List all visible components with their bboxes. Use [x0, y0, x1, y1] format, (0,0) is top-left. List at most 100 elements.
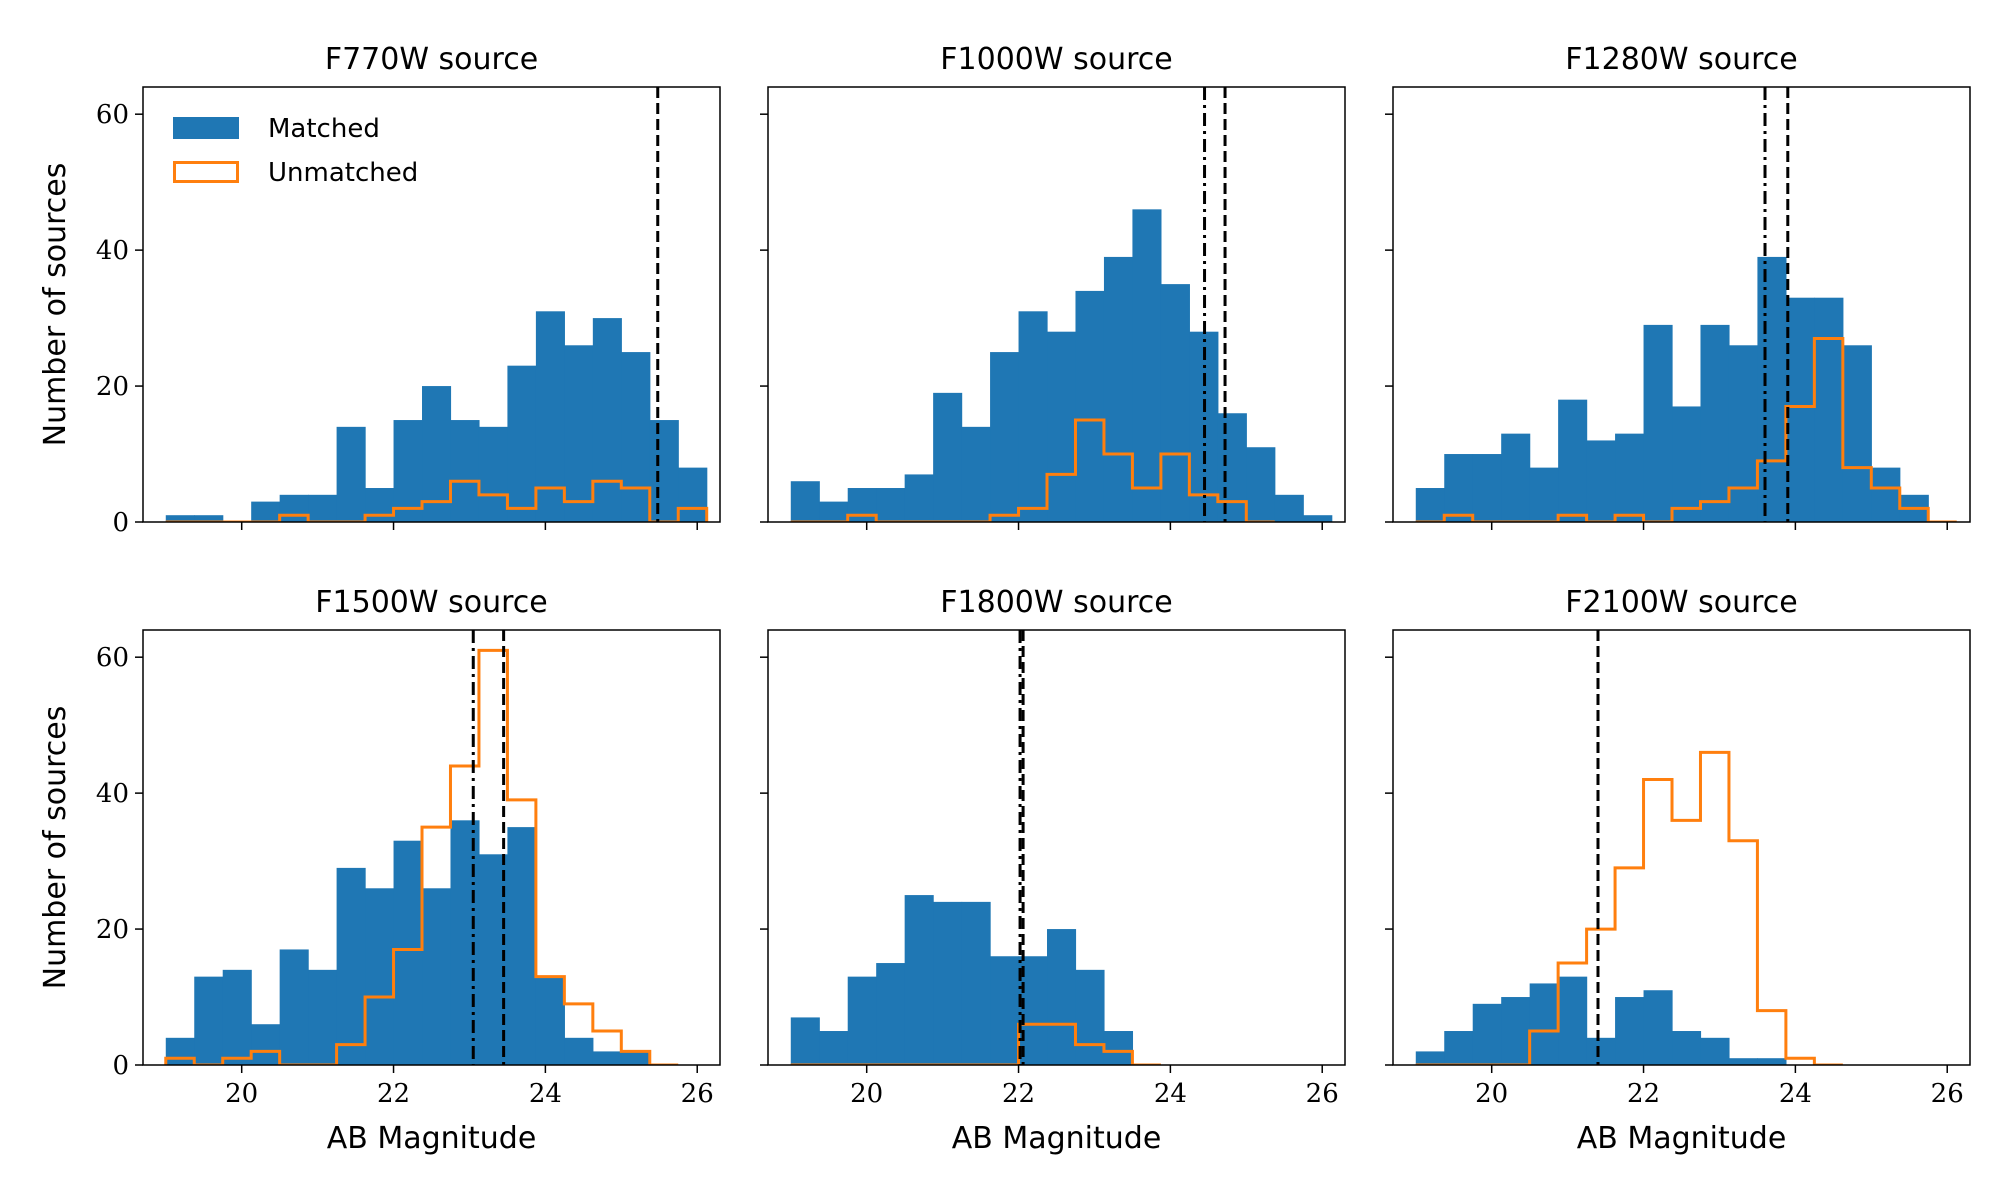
axes-frame: [142, 629, 721, 1066]
matched-bar: [1103, 1031, 1134, 1065]
matched-bar: [592, 318, 622, 522]
x-axis-label: AB Magnitude: [1577, 1121, 1787, 1156]
x-tick-label: 26: [1306, 1079, 1339, 1109]
matched-bar: [308, 969, 338, 1065]
unmatched-step-line: [165, 479, 709, 522]
x-tick-label: 22: [1002, 1079, 1035, 1109]
matched-bar: [279, 494, 309, 522]
matched-bar: [1586, 1037, 1616, 1065]
legend: Matched Unmatched: [173, 114, 418, 188]
matched-bar: [592, 1051, 622, 1065]
matched-bar: [819, 1031, 849, 1065]
matched-bar: [1444, 1031, 1474, 1065]
matched-bar: [393, 840, 423, 1065]
matched-bar: [365, 488, 395, 522]
axes-frame: [1392, 629, 1971, 1066]
matched-bar: [790, 1017, 820, 1065]
y-axis-label: Number of sources: [38, 706, 73, 990]
matched-bar: [1444, 454, 1474, 522]
x-axis-label: AB Magnitude: [327, 1121, 537, 1156]
matched-bar: [1075, 969, 1105, 1065]
x-tick-label: 26: [1931, 1079, 1964, 1109]
axes-frame: [767, 86, 1346, 523]
matched-bar: [1047, 929, 1077, 1065]
matched-bar: [365, 888, 395, 1065]
y-tick-label: 40: [96, 779, 129, 809]
x-tick-label: 24: [1154, 1079, 1187, 1109]
panel-2: F1000W source: [760, 42, 1346, 530]
matched-bar: [1672, 1031, 1702, 1065]
matched-bar: [478, 426, 509, 522]
plot-area: [1415, 87, 1957, 522]
matched-bar: [1700, 324, 1730, 522]
unmatched-step-line: [1415, 336, 1957, 522]
matched-bar: [1274, 494, 1304, 522]
y-tick-label: 60: [96, 643, 129, 673]
panel-1: 0 20 40 60 F770W source Number of sources Matc…: [38, 42, 721, 538]
x-tick-label: 20: [850, 1079, 883, 1109]
matched-bar: [165, 515, 195, 522]
unmatched-step-line: [790, 1022, 1161, 1065]
panel-4: 0 20 40 60 20 22 24 26 F1500W source AB Magnitude…: [38, 585, 721, 1156]
matched-bar: [251, 1024, 281, 1065]
matched-bar: [422, 386, 452, 522]
panel-title: F1000W source: [940, 42, 1172, 77]
matched-bar: [1615, 997, 1645, 1065]
matched-bar: [847, 488, 877, 522]
matched-bar: [507, 827, 537, 1065]
panel-5: 20 22 24 26 F1800W source AB Magnitude: [760, 585, 1346, 1156]
matched-bar: [308, 494, 338, 522]
plot-area: [790, 87, 1333, 522]
matched-bar: [1501, 433, 1531, 522]
matched-bar: [422, 888, 452, 1065]
x-tick-label: 20: [225, 1079, 258, 1109]
matched-bar: [1103, 256, 1134, 522]
legend-matched-swatch: [173, 117, 239, 139]
matched-bar: [904, 474, 934, 522]
matched-bar: [336, 426, 366, 522]
axes-frame: [767, 629, 1346, 1066]
unmatched-step-line: [1415, 750, 1843, 1065]
matched-bar: [961, 901, 991, 1065]
matched-bar: [336, 867, 366, 1065]
matched-bar: [194, 515, 224, 522]
matched-bar: [222, 969, 252, 1065]
matched-bar: [1217, 413, 1247, 522]
y-tick-label: 40: [96, 236, 129, 266]
matched-bar: [194, 976, 224, 1065]
matched-bar: [1586, 440, 1616, 522]
matched-bar: [1615, 433, 1645, 522]
matched-bar: [1643, 990, 1673, 1065]
matched-bar: [1246, 447, 1276, 522]
matched-bar: [1018, 311, 1048, 522]
unmatched-step-line: [164, 648, 679, 1065]
matched-bar: [1132, 209, 1162, 522]
legend-unmatched-label: Unmatched: [268, 158, 418, 188]
matched-bar: [990, 956, 1020, 1065]
matched-bar: [1303, 515, 1333, 522]
y-tick-label: 0: [112, 508, 129, 538]
matched-bar: [1472, 1003, 1502, 1065]
matched-bar: [1415, 488, 1445, 522]
matched-bar: [1785, 297, 1815, 522]
matched-bar: [1842, 345, 1872, 522]
matched-bar: [1075, 290, 1105, 522]
matched-bar: [279, 949, 309, 1065]
matched-bar: [1160, 284, 1190, 522]
matched-bar: [1728, 1058, 1759, 1065]
legend-matched-label: Matched: [268, 114, 380, 144]
matched-bar: [649, 420, 679, 522]
panel-title: F1800W source: [940, 585, 1172, 620]
plot-area: [1415, 630, 1843, 1065]
matched-bar: [1757, 1058, 1787, 1065]
matched-bar: [450, 420, 480, 522]
matched-bar: [535, 976, 565, 1065]
matched-bar: [1501, 997, 1531, 1065]
y-tick-label: 0: [112, 1051, 129, 1081]
unmatched-step-line: [790, 418, 1275, 522]
matched-bar: [1814, 297, 1844, 522]
matched-bar: [165, 1037, 195, 1065]
matched-bar: [933, 901, 963, 1065]
x-tick-label: 22: [1627, 1079, 1660, 1109]
